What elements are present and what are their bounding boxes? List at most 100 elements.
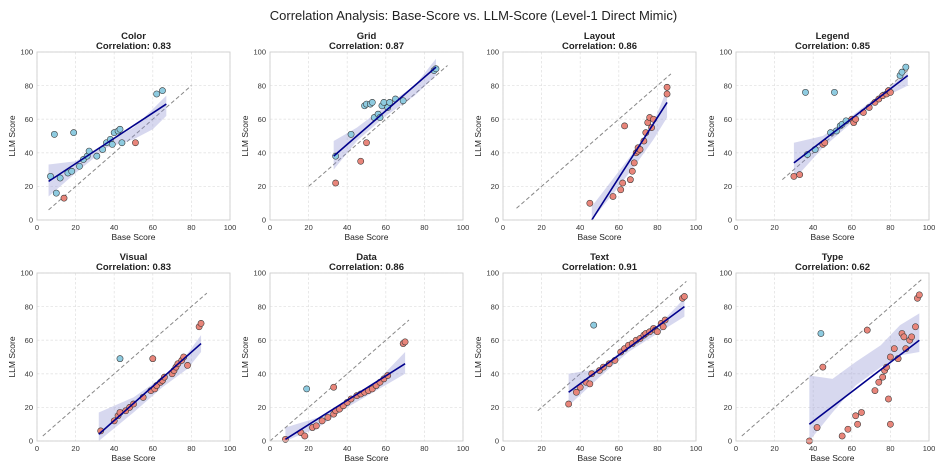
y-tick-label: 40 bbox=[724, 149, 732, 158]
figure-title: Correlation Analysis: Base-Score vs. LLM… bbox=[270, 8, 677, 23]
x-axis-label: Base Score bbox=[811, 453, 855, 463]
x-tick-label: 40 bbox=[576, 444, 584, 453]
panel-correlation: Correlation: 0.86 bbox=[329, 262, 404, 273]
data-point bbox=[654, 328, 661, 336]
y-tick-label: 40 bbox=[25, 149, 33, 158]
x-tick-label: 100 bbox=[923, 444, 936, 453]
identity-line bbox=[516, 73, 672, 209]
regression-line bbox=[333, 66, 437, 157]
y-tick-label: 0 bbox=[262, 437, 266, 446]
data-point bbox=[70, 129, 78, 137]
y-tick-label: 80 bbox=[25, 302, 33, 311]
data-point bbox=[802, 88, 809, 96]
confidence-band bbox=[48, 95, 167, 197]
x-tick-label: 60 bbox=[615, 444, 623, 453]
data-point bbox=[817, 330, 825, 337]
x-tick-label: 0 bbox=[734, 444, 738, 453]
panel-title: Grid bbox=[357, 31, 377, 42]
data-point bbox=[681, 293, 688, 300]
x-tick-label: 60 bbox=[848, 223, 856, 232]
y-tick-label: 100 bbox=[486, 269, 499, 278]
identity-line bbox=[308, 65, 448, 187]
panel-title: Data bbox=[356, 252, 377, 263]
y-axis-label: LLM Score bbox=[240, 115, 250, 156]
panel-correlation: Correlation: 0.83 bbox=[96, 41, 171, 52]
y-tick-label: 0 bbox=[728, 216, 732, 225]
x-tick-label: 100 bbox=[457, 223, 470, 232]
data-point bbox=[590, 321, 598, 329]
data-point bbox=[871, 387, 879, 394]
data-point bbox=[838, 432, 846, 440]
data-point bbox=[97, 427, 105, 435]
x-tick-label: 20 bbox=[537, 444, 545, 453]
y-tick-label: 40 bbox=[491, 370, 499, 379]
data-point bbox=[401, 338, 409, 346]
data-point bbox=[347, 130, 355, 138]
data-point bbox=[197, 320, 205, 327]
identity-line bbox=[781, 68, 911, 181]
data-point bbox=[303, 385, 311, 393]
x-tick-label: 60 bbox=[149, 444, 157, 453]
x-tick-label: 20 bbox=[71, 223, 79, 232]
data-point bbox=[116, 355, 124, 363]
data-point bbox=[312, 422, 320, 430]
data-point bbox=[68, 167, 76, 175]
data-point bbox=[586, 199, 594, 207]
data-point bbox=[572, 388, 580, 396]
data-point bbox=[813, 424, 821, 431]
x-axis-label: Base Score bbox=[345, 453, 389, 463]
y-tick-label: 60 bbox=[491, 115, 499, 124]
y-axis-label: LLM Score bbox=[706, 115, 716, 156]
identity-line bbox=[42, 292, 208, 437]
y-tick-label: 80 bbox=[25, 81, 33, 90]
x-tick-label: 60 bbox=[149, 223, 157, 232]
data-point bbox=[915, 291, 923, 299]
data-point bbox=[885, 395, 892, 403]
y-tick-label: 20 bbox=[491, 182, 499, 191]
data-point bbox=[60, 194, 68, 202]
regression-line bbox=[285, 363, 406, 440]
confidence-band bbox=[809, 313, 920, 441]
data-point bbox=[93, 152, 101, 160]
x-axis-label: Base Score bbox=[112, 453, 156, 463]
x-tick-label: 100 bbox=[224, 223, 237, 232]
data-point bbox=[56, 174, 64, 182]
x-tick-label: 80 bbox=[187, 223, 195, 232]
y-tick-label: 0 bbox=[29, 437, 33, 446]
regression-line bbox=[808, 339, 920, 425]
data-point bbox=[399, 97, 407, 105]
x-tick-label: 40 bbox=[576, 223, 584, 232]
y-tick-label: 20 bbox=[491, 403, 499, 412]
x-tick-label: 40 bbox=[343, 223, 351, 232]
x-tick-label: 80 bbox=[653, 444, 661, 453]
x-tick-label: 80 bbox=[886, 444, 894, 453]
data-point bbox=[609, 193, 617, 200]
y-axis-label: LLM Score bbox=[240, 336, 250, 377]
plot-frame bbox=[502, 272, 697, 442]
plot-frame bbox=[269, 51, 464, 221]
data-point bbox=[52, 189, 60, 197]
x-tick-label: 80 bbox=[187, 444, 195, 453]
data-point bbox=[898, 68, 906, 76]
data-point bbox=[108, 141, 116, 148]
x-tick-label: 100 bbox=[457, 444, 470, 453]
x-tick-label: 60 bbox=[848, 444, 856, 453]
y-tick-label: 20 bbox=[724, 403, 732, 412]
y-tick-label: 80 bbox=[258, 302, 266, 311]
x-tick-label: 40 bbox=[110, 223, 118, 232]
plot-frame bbox=[735, 51, 930, 221]
data-point bbox=[357, 157, 365, 165]
data-point bbox=[76, 162, 83, 170]
data-point bbox=[890, 345, 898, 352]
x-tick-label: 20 bbox=[770, 223, 778, 232]
y-tick-label: 20 bbox=[724, 182, 732, 191]
x-tick-label: 0 bbox=[268, 444, 272, 453]
data-point bbox=[663, 90, 671, 98]
y-tick-label: 100 bbox=[719, 269, 732, 278]
